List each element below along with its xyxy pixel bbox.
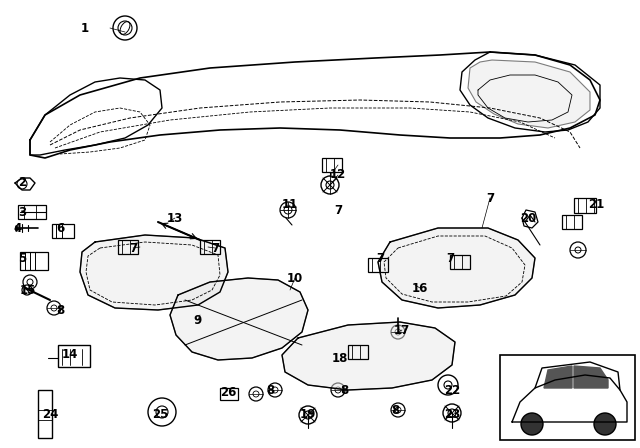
Text: 7: 7 xyxy=(334,203,342,216)
Bar xyxy=(118,240,138,254)
Text: 8: 8 xyxy=(266,383,274,396)
Text: 17: 17 xyxy=(394,323,410,336)
Polygon shape xyxy=(574,366,608,388)
Text: 18: 18 xyxy=(332,352,348,365)
Polygon shape xyxy=(80,235,228,310)
Text: 10: 10 xyxy=(287,271,303,284)
Bar xyxy=(20,252,48,270)
Text: 22: 22 xyxy=(444,383,460,396)
Polygon shape xyxy=(282,322,455,390)
Text: 4: 4 xyxy=(14,221,22,234)
Text: 8: 8 xyxy=(340,383,348,396)
Text: 15: 15 xyxy=(20,284,36,297)
Circle shape xyxy=(521,413,543,435)
Bar xyxy=(220,388,238,400)
Polygon shape xyxy=(544,366,572,388)
Polygon shape xyxy=(378,228,535,308)
Bar xyxy=(574,198,596,213)
Bar xyxy=(200,240,220,254)
Text: 25: 25 xyxy=(152,409,168,422)
Text: 7: 7 xyxy=(376,251,384,264)
Bar xyxy=(368,258,388,272)
Text: 23: 23 xyxy=(444,409,460,422)
Text: 20: 20 xyxy=(520,211,536,224)
Text: 7: 7 xyxy=(211,241,219,254)
Bar xyxy=(58,345,90,367)
Text: 16: 16 xyxy=(412,281,428,294)
Text: 7: 7 xyxy=(129,241,137,254)
Text: 2: 2 xyxy=(18,176,26,189)
Bar xyxy=(562,215,582,229)
Text: 3: 3 xyxy=(18,206,26,219)
Bar xyxy=(450,255,470,269)
Circle shape xyxy=(594,413,616,435)
Text: 21: 21 xyxy=(588,198,604,211)
Text: 14: 14 xyxy=(62,349,78,362)
Text: 13: 13 xyxy=(167,211,183,224)
Bar xyxy=(18,205,46,219)
Text: 12: 12 xyxy=(330,168,346,181)
Bar xyxy=(52,224,74,238)
Text: 24: 24 xyxy=(42,409,58,422)
Polygon shape xyxy=(170,278,308,360)
Bar xyxy=(500,355,635,440)
Text: 7: 7 xyxy=(446,251,454,264)
Polygon shape xyxy=(468,60,590,128)
Bar xyxy=(348,345,368,359)
Text: 8: 8 xyxy=(391,404,399,417)
Text: 19: 19 xyxy=(300,409,316,422)
Text: 26: 26 xyxy=(220,385,236,399)
Text: 1: 1 xyxy=(81,22,89,34)
Bar xyxy=(38,390,52,438)
Text: 6: 6 xyxy=(56,221,64,234)
Text: 7: 7 xyxy=(486,191,494,204)
Text: 5: 5 xyxy=(18,251,26,264)
Bar xyxy=(322,158,342,172)
Text: 9: 9 xyxy=(194,314,202,327)
Text: 11: 11 xyxy=(282,198,298,211)
Text: 8: 8 xyxy=(56,303,64,316)
